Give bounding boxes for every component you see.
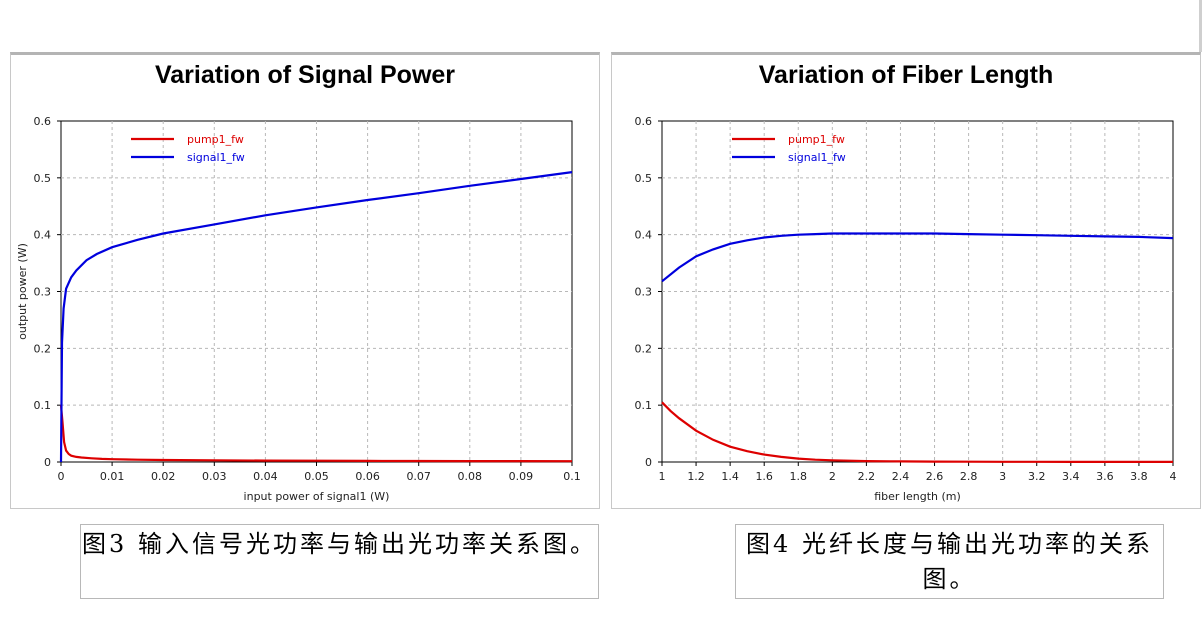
- x-tick-label: 2.4: [892, 470, 910, 483]
- chart-panel-signal-power: Variation of Signal Power 0 0.01 0.02 0.03 0…: [10, 52, 600, 509]
- x-axis-label: fiber length (m): [874, 490, 961, 503]
- y-tick-label: 0.2: [635, 342, 653, 355]
- x-tick-label: 3.6: [1096, 470, 1114, 483]
- x-tick-label: 0.04: [253, 470, 278, 483]
- x-tick-label: 0.03: [202, 470, 227, 483]
- x-tick-label: 0.08: [458, 470, 483, 483]
- x-tick-label: 3.4: [1062, 470, 1080, 483]
- y-tick-label: 0: [44, 456, 51, 469]
- y-tick-label: 0.3: [34, 286, 52, 299]
- series-line-signal1_fw: [661, 232, 1174, 283]
- y-tick-label: 0.5: [635, 172, 653, 185]
- y-tick-label: 0.6: [635, 115, 653, 128]
- chart-plot-signal-power: 0 0.01 0.02 0.03 0.04 0.05 0.06 0.07 0.08 0.09 0.1…: [16, 115, 581, 503]
- figure-caption-3: 图3 输入信号光功率与输出光功率关系图。: [80, 524, 599, 599]
- series-line-pump1_fw: [59, 405, 573, 463]
- x-tick-label: 3.2: [1028, 470, 1046, 483]
- series-line-signal1_fw: [59, 171, 573, 463]
- x-tick-label: 3.8: [1130, 470, 1148, 483]
- x-tick-label: 0.05: [304, 470, 329, 483]
- figure-caption-4: 图4 光纤长度与输出光功率的关系图。: [735, 524, 1164, 599]
- y-tick-label: 0.6: [34, 115, 52, 128]
- y-tick-label: 0.4: [635, 229, 653, 242]
- chart-title: Variation of Signal Power: [154, 61, 456, 89]
- y-tick-label: 0.1: [34, 399, 52, 412]
- x-tick-label: 1: [659, 470, 666, 483]
- series-line-pump1_fw: [661, 401, 1173, 463]
- x-tick-label: 2.6: [926, 470, 944, 483]
- x-tick-label: 3: [999, 470, 1006, 483]
- y-tick-label: 0.2: [34, 342, 52, 355]
- legend-label-pump1_fw: pump1_fw: [187, 133, 244, 146]
- x-tick-label: 1.6: [755, 470, 773, 483]
- chart-plot-fiber-length: 1 1.2 1.4 1.6 1.8 2 2.2 2.4 2.6 2.8 3 3.2 3.4 3.6 3.8 4…: [635, 115, 1177, 503]
- chart-panel-fiber-length: Variation of Fiber Length 1 1.2 1.4 1.6 1.8 2…: [611, 52, 1201, 509]
- x-tick-label: 0.06: [355, 470, 380, 483]
- x-tick-label: 0: [58, 470, 65, 483]
- x-tick-label: 2.2: [858, 470, 876, 483]
- x-tick-label: 4: [1170, 470, 1177, 483]
- y-tick-label: 0.4: [34, 229, 52, 242]
- x-tick-label: 0.02: [151, 470, 176, 483]
- x-tick-label: 0.09: [509, 470, 534, 483]
- x-tick-label: 1.4: [721, 470, 739, 483]
- y-tick-label: 0.5: [34, 172, 52, 185]
- x-tick-label: 1.8: [790, 470, 808, 483]
- legend-label-signal1_fw: signal1_fw: [187, 151, 245, 164]
- x-tick-label: 2: [829, 470, 836, 483]
- x-tick-label: 2.8: [960, 470, 978, 483]
- legend-label-signal1_fw: signal1_fw: [788, 151, 846, 164]
- y-tick-label: 0.1: [635, 399, 653, 412]
- y-tick-label: 0.3: [635, 286, 653, 299]
- x-tick-label: 0.07: [406, 470, 431, 483]
- right-edge-divider: [1199, 0, 1202, 52]
- y-axis-label: output power (W): [16, 243, 29, 340]
- legend-label-pump1_fw: pump1_fw: [788, 133, 845, 146]
- y-tick-label: 0: [645, 456, 652, 469]
- x-tick-label: 1.2: [687, 470, 705, 483]
- x-axis-label: input power of signal1 (W): [244, 490, 390, 503]
- x-tick-label: 0.01: [100, 470, 125, 483]
- chart-title: Variation of Fiber Length: [758, 61, 1054, 89]
- x-tick-label: 0.1: [563, 470, 581, 483]
